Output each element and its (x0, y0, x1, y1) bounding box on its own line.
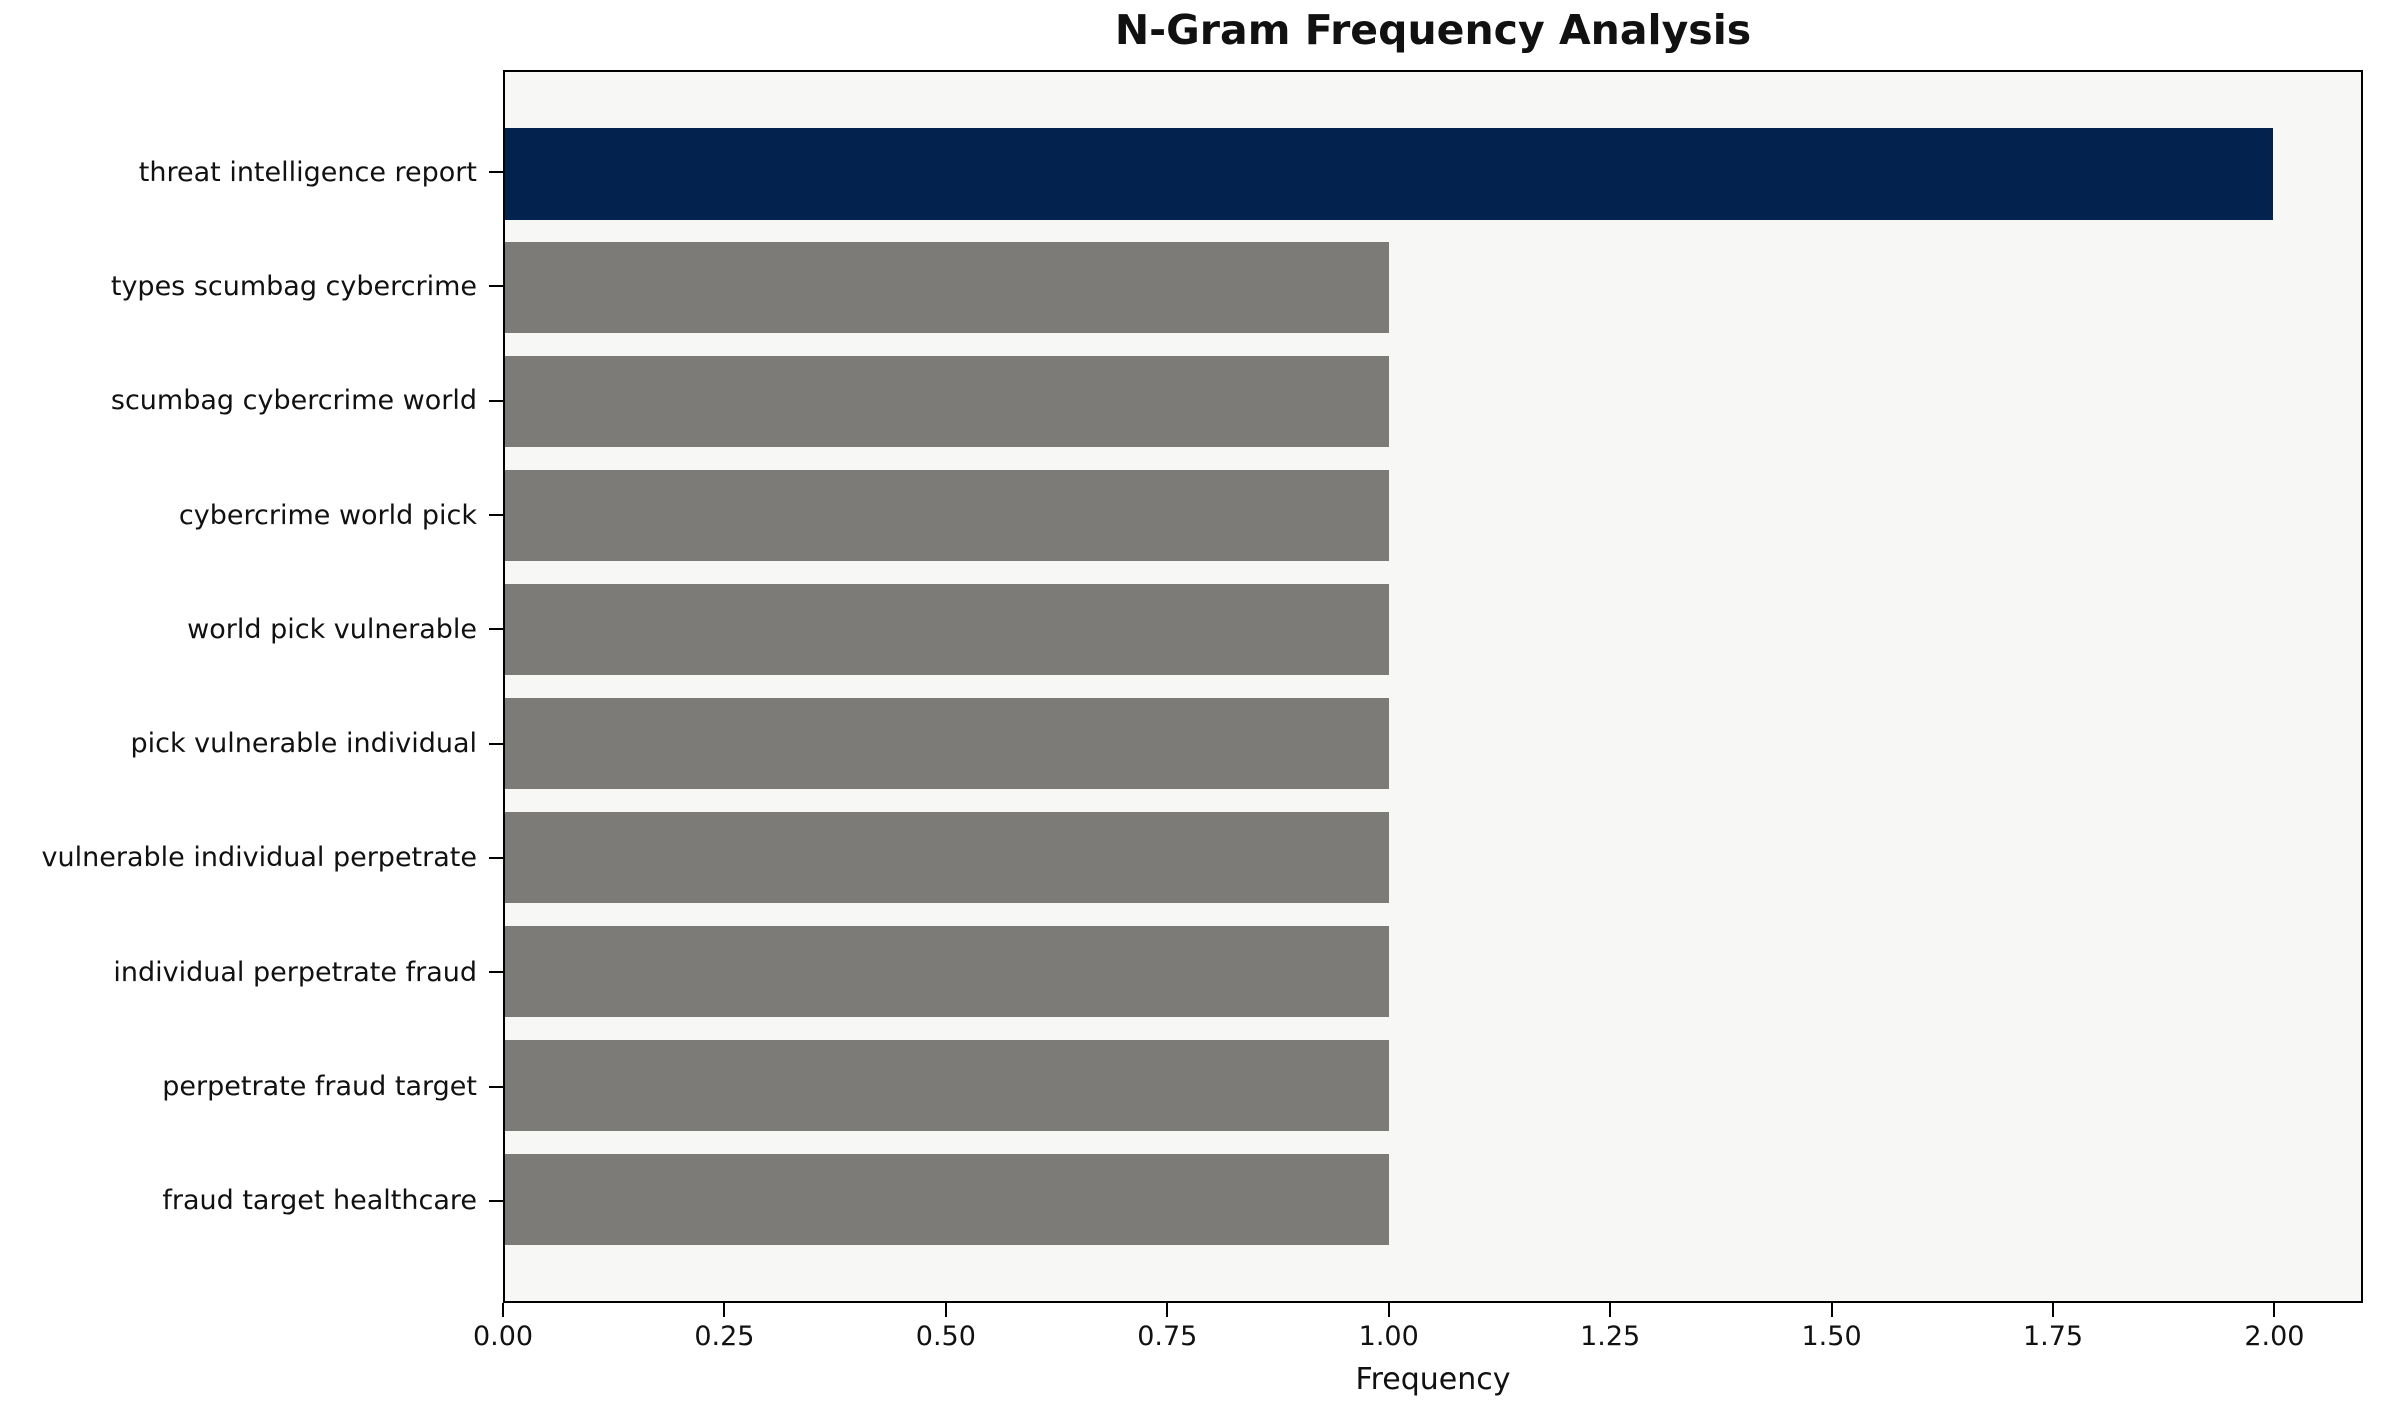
y-label-row: fraud target healthcare (0, 1144, 503, 1258)
x-tick-label: 0.00 (472, 1321, 534, 1352)
x-tick-label: 1.00 (1358, 1321, 1419, 1352)
y-axis-label: perpetrate fraud target (162, 1071, 477, 1103)
y-axis-label: fraud target healthcare (162, 1185, 477, 1217)
x-axis: 0.00 0.25 0.50 0.75 1.00 1.25 1.50 1.75 (473, 1303, 2363, 1373)
y-label-row: world pick vulnerable (0, 572, 503, 686)
x-tick-label: 1.50 (1801, 1321, 1862, 1352)
bar-types-scumbag-cybercrime (505, 242, 1389, 334)
bar-scumbag-cybercrime-world (505, 356, 1389, 448)
y-label-row: types scumbag cybercrime (0, 229, 503, 343)
y-axis: threat intelligence report types scumbag… (0, 70, 503, 1303)
y-tick-mark (489, 399, 503, 402)
bar-row (505, 345, 2361, 459)
bar-row (505, 1028, 2361, 1142)
x-axis-label: Frequency (1355, 1362, 1511, 1397)
x-tick-label: 0.75 (1137, 1321, 1198, 1352)
x-tick-mark (1387, 1303, 1390, 1317)
plot-area (503, 70, 2363, 1303)
y-tick-mark (489, 742, 503, 745)
y-axis-label: threat intelligence report (138, 156, 477, 188)
y-axis-label: cybercrime world pick (178, 499, 477, 531)
bar-row (505, 800, 2361, 914)
x-tick-label: 0.50 (915, 1321, 976, 1352)
bar-pick-vulnerable-individual (505, 697, 1389, 790)
x-tick-mark (1830, 1303, 1833, 1317)
y-axis-label: types scumbag cybercrime (110, 270, 477, 302)
bar-row (505, 573, 2361, 687)
y-label-row: threat intelligence report (0, 115, 503, 229)
bar-world-pick-vulnerable (505, 584, 1389, 676)
y-axis-label: vulnerable individual perpetrate (41, 842, 477, 874)
y-label-row: vulnerable individual perpetrate (0, 801, 503, 915)
y-tick-mark (489, 285, 503, 288)
y-label-row: perpetrate fraud target (0, 1029, 503, 1143)
y-tick-mark (489, 628, 503, 631)
chart-title: N-Gram Frequency Analysis (1114, 6, 1752, 54)
bar-cybercrime-world-pick (505, 470, 1389, 562)
bar-row (505, 459, 2361, 573)
y-axis-label: individual perpetrate fraud (113, 956, 477, 988)
y-tick-mark (489, 971, 503, 974)
y-tick-mark (489, 856, 503, 859)
y-tick-mark (489, 514, 503, 517)
bar-perpetrate-fraud-target (505, 1039, 1389, 1131)
y-tick-mark (489, 171, 503, 174)
bar-fraud-target-healthcare (505, 1153, 1389, 1245)
x-tick-label: 2.00 (2244, 1321, 2305, 1352)
y-axis-label: pick vulnerable individual (130, 728, 477, 760)
y-tick-mark (489, 1199, 503, 1202)
y-label-row: individual perpetrate fraud (0, 915, 503, 1029)
y-label-row: pick vulnerable individual (0, 686, 503, 800)
y-axis-label: scumbag cybercrime world (110, 385, 477, 417)
bar-row (505, 687, 2361, 801)
y-axis-label: world pick vulnerable (187, 613, 477, 645)
y-label-row: scumbag cybercrime world (0, 344, 503, 458)
bar-vulnerable-individual-perpetrate (505, 811, 1389, 903)
x-tick-label: 1.75 (2022, 1321, 2084, 1352)
x-tick-mark (502, 1303, 504, 1317)
bar-row (505, 914, 2361, 1028)
x-tick-mark (1609, 1303, 1612, 1317)
x-tick-mark (1166, 1303, 1169, 1317)
bar-row (505, 117, 2361, 231)
bar-individual-perpetrate-fraud (505, 925, 1389, 1017)
x-tick-label: 1.25 (1580, 1321, 1641, 1352)
x-tick-label: 0.25 (694, 1321, 755, 1352)
y-tick-mark (489, 1085, 503, 1088)
x-tick-mark (944, 1303, 947, 1317)
bar-threat-intelligence-report (505, 128, 2273, 220)
bar-row (505, 1142, 2361, 1256)
x-tick-mark (2052, 1303, 2054, 1317)
y-label-row: cybercrime world pick (0, 458, 503, 572)
x-tick-mark (2273, 1303, 2276, 1317)
bar-row (505, 231, 2361, 345)
x-tick-mark (723, 1303, 726, 1317)
